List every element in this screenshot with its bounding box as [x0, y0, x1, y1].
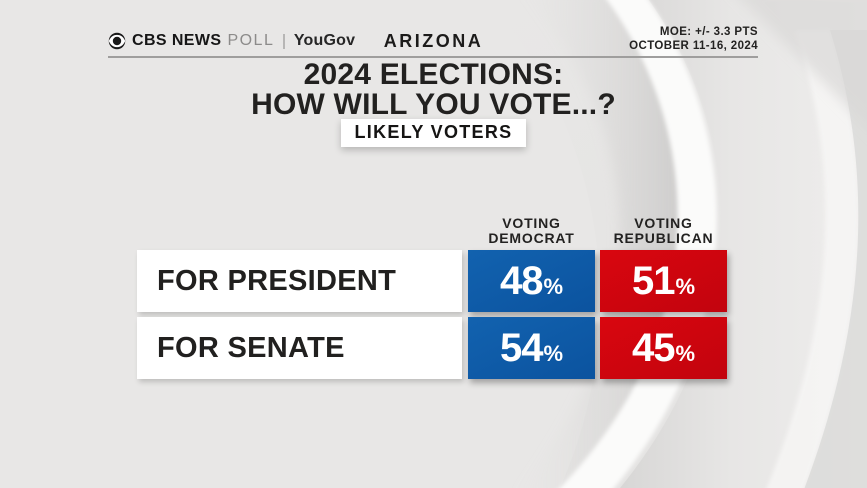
percent-sign: %: [675, 273, 696, 299]
state-title: ARIZONA: [383, 31, 484, 51]
poll-table: VOTING DEMOCRAT VOTING REPUBLICAN FOR PR…: [137, 212, 727, 387]
democrat-value-cell: 54 %: [468, 317, 595, 379]
column-header-republican: VOTING REPUBLICAN: [600, 212, 727, 246]
headline-line2: HOW WILL YOU VOTE...?: [251, 88, 616, 121]
column-header-democrat-line2: DEMOCRAT: [488, 230, 575, 246]
percent-value: 54 %: [500, 326, 563, 371]
moe-line1: MOE: +/- 3.3 PTS: [659, 26, 758, 38]
column-header-democrat-line1: VOTING: [502, 215, 561, 231]
moe-block: MOE: +/- 3.3 PTS OCTOBER 11-16, 2024: [629, 25, 758, 53]
row-label: FOR PRESIDENT: [137, 250, 462, 312]
cbs-news-label: CBS NEWS: [132, 32, 222, 49]
percent-sign: %: [675, 340, 696, 366]
table-row-senate: FOR SENATE 54 % 45 %: [137, 317, 727, 379]
brand-divider: [283, 33, 285, 49]
republican-value-cell: 45 %: [600, 317, 727, 379]
yougov-label: YouGov: [293, 32, 356, 49]
percent-number: 48: [499, 258, 543, 303]
percent-number: 45: [631, 325, 675, 370]
democrat-value-cell: 48 %: [468, 250, 595, 312]
republican-value-cell: 51 %: [600, 250, 727, 312]
badge-row: LIKELY VOTERS: [0, 119, 867, 147]
brand-lockup: CBS NEWS POLL YouGov: [108, 32, 355, 50]
column-header-republican-line2: REPUBLICAN: [613, 230, 714, 246]
percent-number: 54: [499, 325, 543, 370]
percent-value: 48 %: [500, 259, 563, 304]
table-row-president: FOR PRESIDENT 48 % 51 %: [137, 250, 727, 312]
percent-value: 51 %: [632, 259, 695, 304]
likely-voters-badge: LIKELY VOTERS: [340, 119, 527, 147]
percent-number: 51: [631, 258, 675, 303]
column-header-republican-line1: VOTING: [634, 215, 693, 231]
percent-value: 45 %: [632, 326, 695, 371]
percent-sign: %: [543, 273, 564, 299]
cbs-eye-icon: [108, 32, 126, 50]
header-rule: [108, 56, 758, 58]
column-header-democrat: VOTING DEMOCRAT: [468, 212, 595, 246]
moe-line2: OCTOBER 11-16, 2024: [629, 40, 758, 52]
percent-sign: %: [543, 340, 564, 366]
page-title: 2024 ELECTIONS: HOW WILL YOU VOTE...?: [0, 60, 867, 120]
headline-line1: 2024 ELECTIONS:: [303, 58, 564, 91]
row-label: FOR SENATE: [137, 317, 462, 379]
poll-label: POLL: [227, 32, 275, 49]
